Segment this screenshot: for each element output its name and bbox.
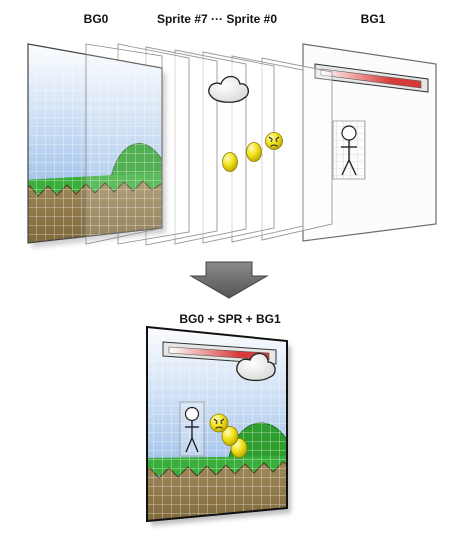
angry-face-sprite bbox=[265, 132, 283, 150]
composite-result bbox=[146, 325, 291, 526]
bg1-layer bbox=[302, 43, 437, 242]
result-stick-figure bbox=[179, 401, 205, 457]
result-health-bar bbox=[162, 341, 277, 365]
result-cloud-sprite bbox=[236, 352, 276, 382]
cloud-sprite bbox=[208, 75, 250, 103]
bg0-layer bbox=[27, 43, 166, 248]
result-coin-sprites bbox=[209, 413, 248, 458]
bg0-label: BG0 bbox=[83, 12, 109, 26]
coin-sprite-2 bbox=[246, 142, 262, 162]
sprite-label: Sprite #7 ··· Sprite #0 bbox=[156, 12, 278, 26]
health-bar bbox=[314, 63, 429, 93]
composite-arrow bbox=[189, 261, 269, 299]
stick-figure-tile bbox=[332, 120, 366, 180]
bg1-label: BG1 bbox=[360, 12, 386, 26]
coin-sprite-1 bbox=[222, 152, 238, 172]
result-label: BG0 + SPR + BG1 bbox=[179, 312, 281, 326]
